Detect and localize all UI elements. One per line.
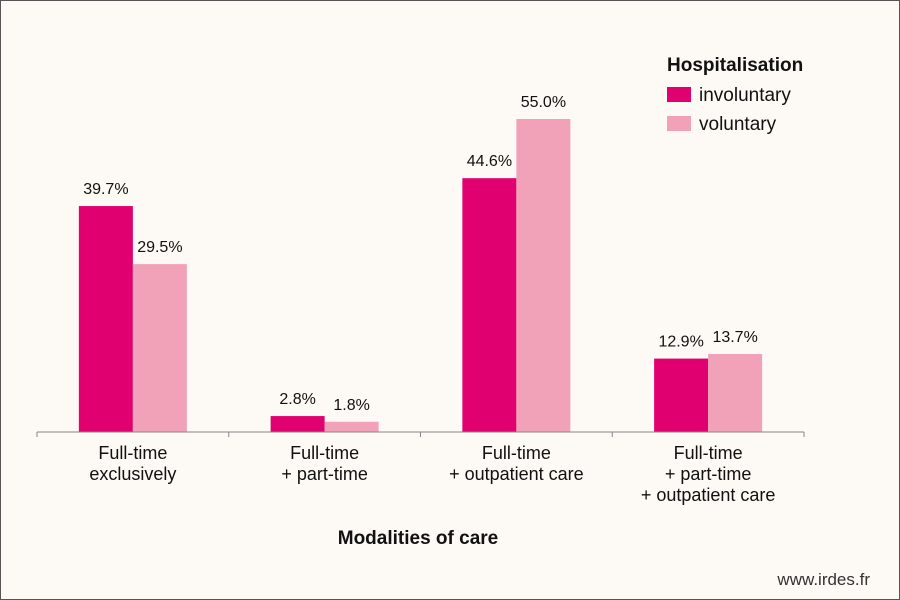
x-axis xyxy=(36,431,805,437)
data-label: 2.8% xyxy=(279,391,315,408)
bar-voluntary xyxy=(708,354,763,432)
legend-title: Hospitalisation xyxy=(667,55,803,76)
category-label: Full-time + part-time xyxy=(281,443,368,484)
bar-involuntary xyxy=(654,358,709,432)
data-label: 13.7% xyxy=(712,329,757,346)
bar-voluntary xyxy=(132,264,187,432)
x-axis-title: Modalities of care xyxy=(338,528,499,549)
data-label: 44.6% xyxy=(467,153,512,170)
bars-layer xyxy=(78,119,763,432)
bar-involuntary xyxy=(270,416,325,432)
legend-swatch-voluntary xyxy=(667,116,691,131)
bar-involuntary xyxy=(78,206,133,432)
category-label: Full-time exclusively xyxy=(89,443,176,484)
category-labels-layer: Full-time exclusively Full-time + part-time… xyxy=(89,443,775,505)
legend-label-involuntary: involuntary xyxy=(699,85,791,106)
data-label: 55.0% xyxy=(521,94,566,111)
data-label: 1.8% xyxy=(333,397,369,414)
category-label: Full-time + part-time + outpatient care xyxy=(641,443,776,505)
legend-swatch-involuntary xyxy=(667,87,691,102)
data-label: 12.9% xyxy=(658,334,703,351)
data-label: 39.7% xyxy=(83,181,128,198)
category-label: Full-time + outpatient care xyxy=(449,443,584,484)
bar-voluntary xyxy=(516,119,571,432)
legend: Hospitalisation involuntary voluntary xyxy=(667,55,803,135)
source-credit: www.irdes.fr xyxy=(776,570,870,589)
bar-voluntary xyxy=(324,421,379,432)
legend-label-voluntary: voluntary xyxy=(699,114,777,135)
value-labels-layer: 39.7% 29.5% 2.8% 1.8% 44.6% 55.0% 12.9% 13.7% xyxy=(83,94,758,414)
bar-involuntary xyxy=(462,178,517,432)
data-label: 29.5% xyxy=(137,239,182,256)
